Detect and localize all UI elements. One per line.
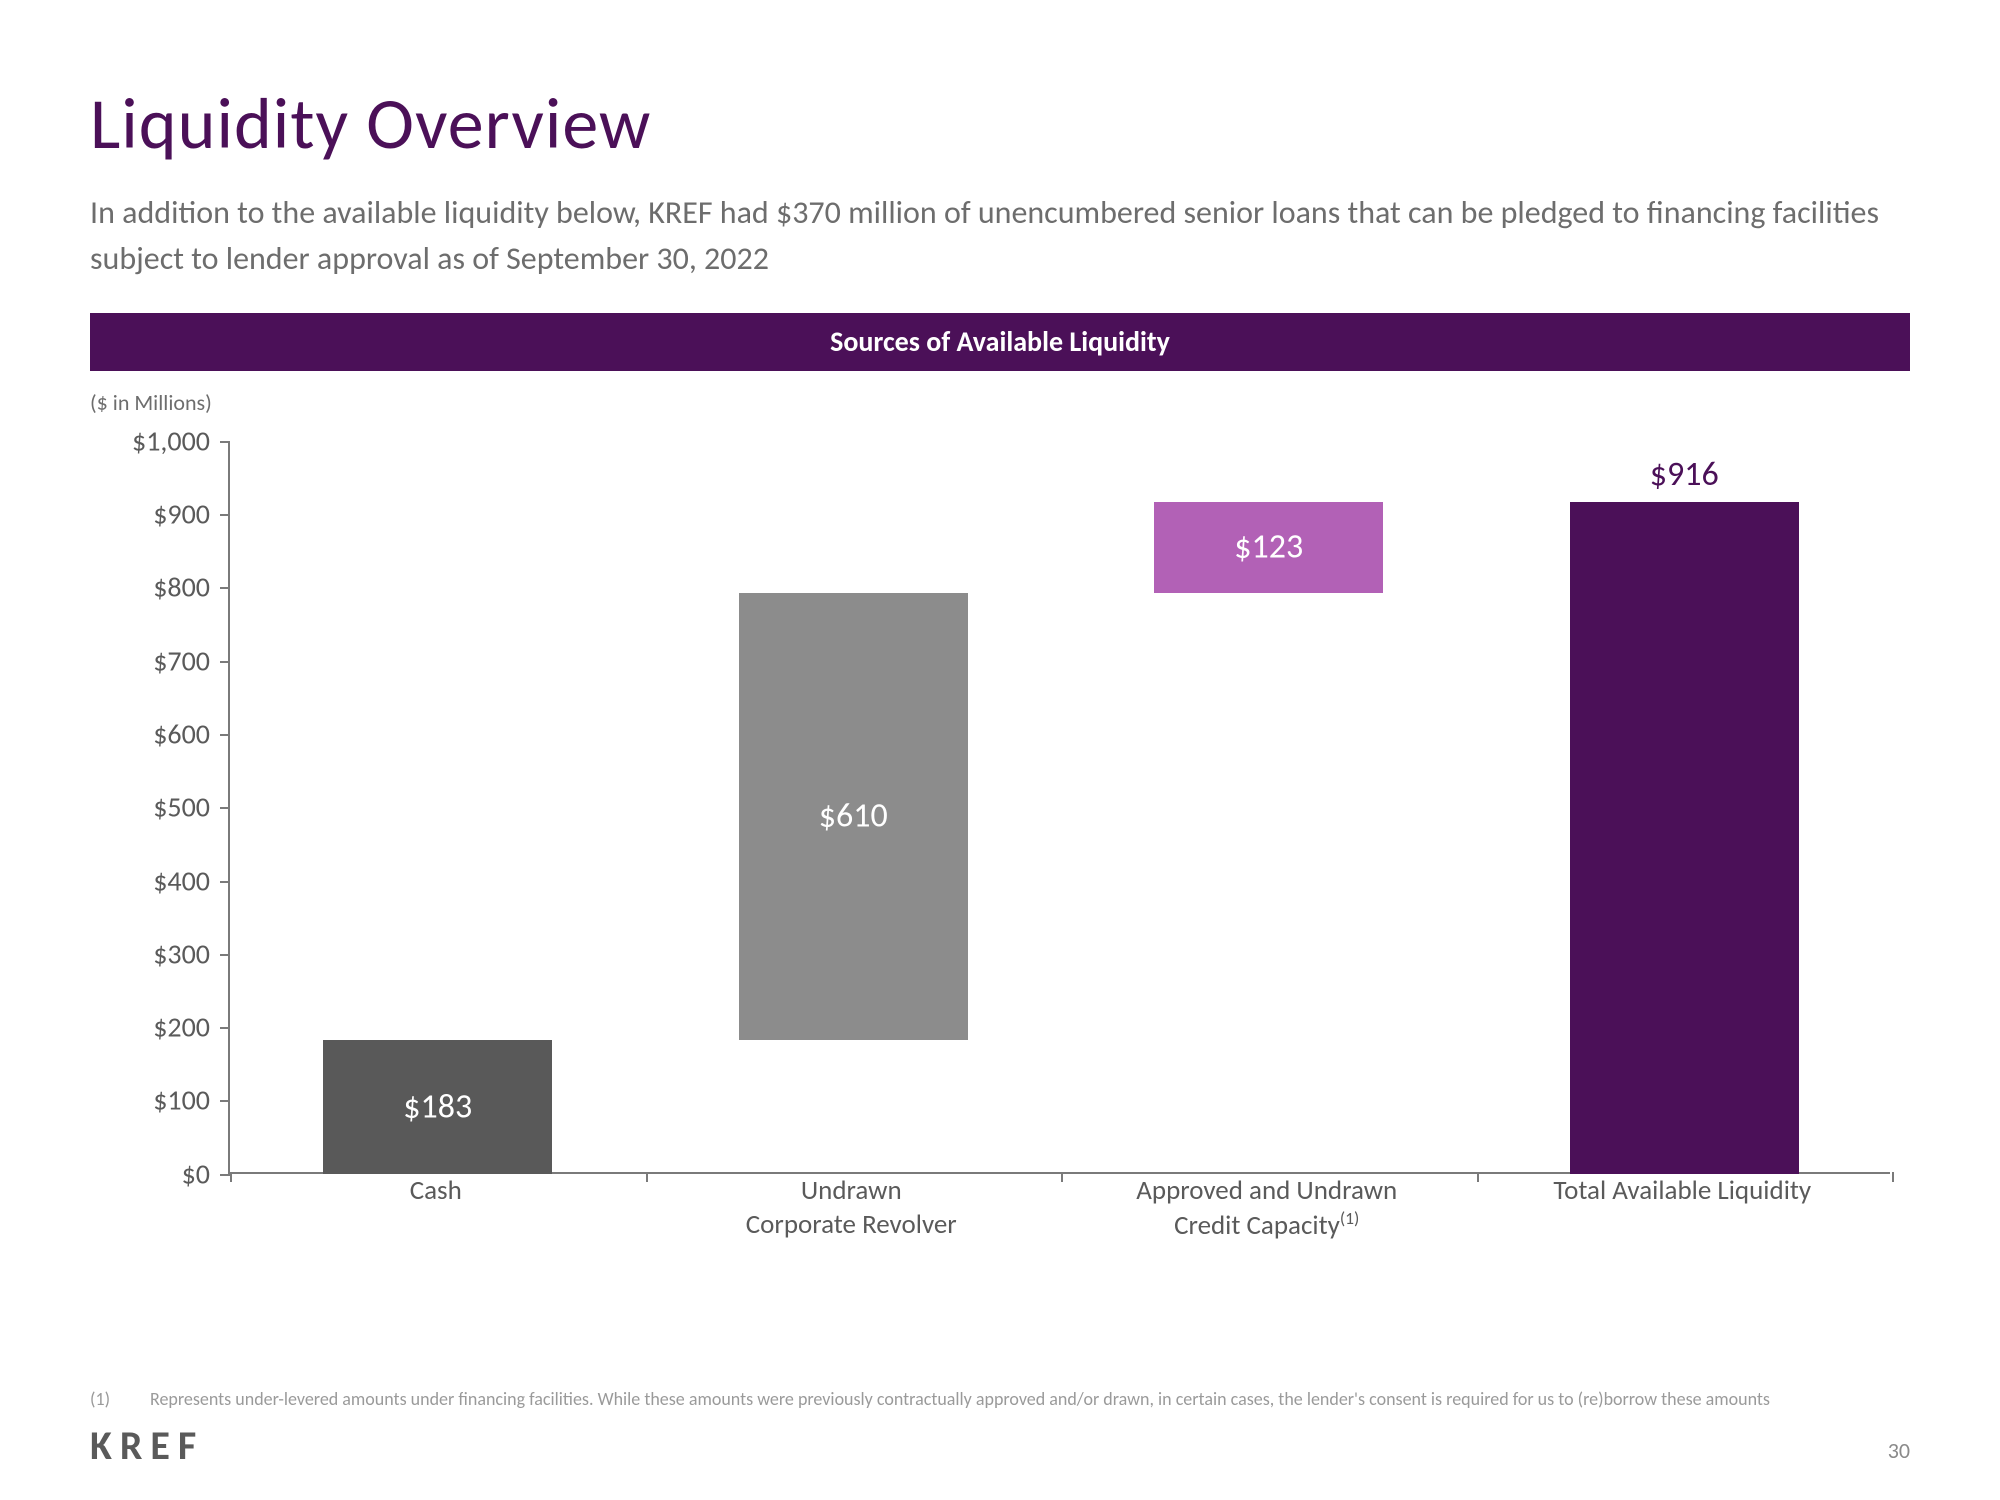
y-axis-tick-label: $300 [153,936,210,971]
waterfall-bar: $183 [323,1040,552,1174]
waterfall-bar: $610 [739,593,968,1040]
bar-value-label: $916 [1570,454,1799,495]
section-banner: Sources of Available Liquidity [90,313,1910,371]
category-label: UndrawnCorporate Revolver [644,1174,1060,1242]
bar-value-label: $610 [739,796,968,837]
page-subtitle: In addition to the available liquidity b… [90,190,1910,283]
waterfall-bar: $916 [1570,502,1799,1173]
category-label: Cash [228,1174,644,1208]
footnote-marker: (1) [90,1387,150,1412]
bar-value-label: $123 [1154,527,1383,568]
category-label: Total Available Liquidity [1475,1174,1891,1208]
chart-units: ($ in Millions) [90,389,1910,416]
page-title: Liquidity Overview [90,80,1910,168]
y-axis-tick-label: $700 [153,643,210,678]
footnote: (1)Represents under-levered amounts unde… [90,1387,1910,1412]
y-axis-tick-label: $500 [153,790,210,825]
y-axis-tick-label: $400 [153,863,210,898]
y-axis-tick-label: $100 [153,1083,210,1118]
y-axis-tick-label: $600 [153,716,210,751]
waterfall-bar: $123 [1154,502,1383,592]
liquidity-waterfall-chart: $0 $100 $200 $300 $400 $500 $600 $700 $800 $900 $1… [90,426,1910,1246]
page-number: 30 [1888,1437,1910,1464]
y-axis-tick-label: $800 [153,570,210,605]
brand-logo: KREF [90,1421,204,1470]
bar-value-label: $183 [323,1086,552,1127]
y-axis-tick-label: $1,000 [132,423,210,458]
category-label: Approved and UndrawnCredit Capacity(1) [1059,1174,1475,1243]
footnote-text: Represents under-levered amounts under f… [150,1387,1900,1412]
y-axis-tick-label: $900 [153,497,210,532]
y-axis-tick-label: $0 [182,1156,210,1191]
y-axis-tick-label: $200 [153,1010,210,1045]
